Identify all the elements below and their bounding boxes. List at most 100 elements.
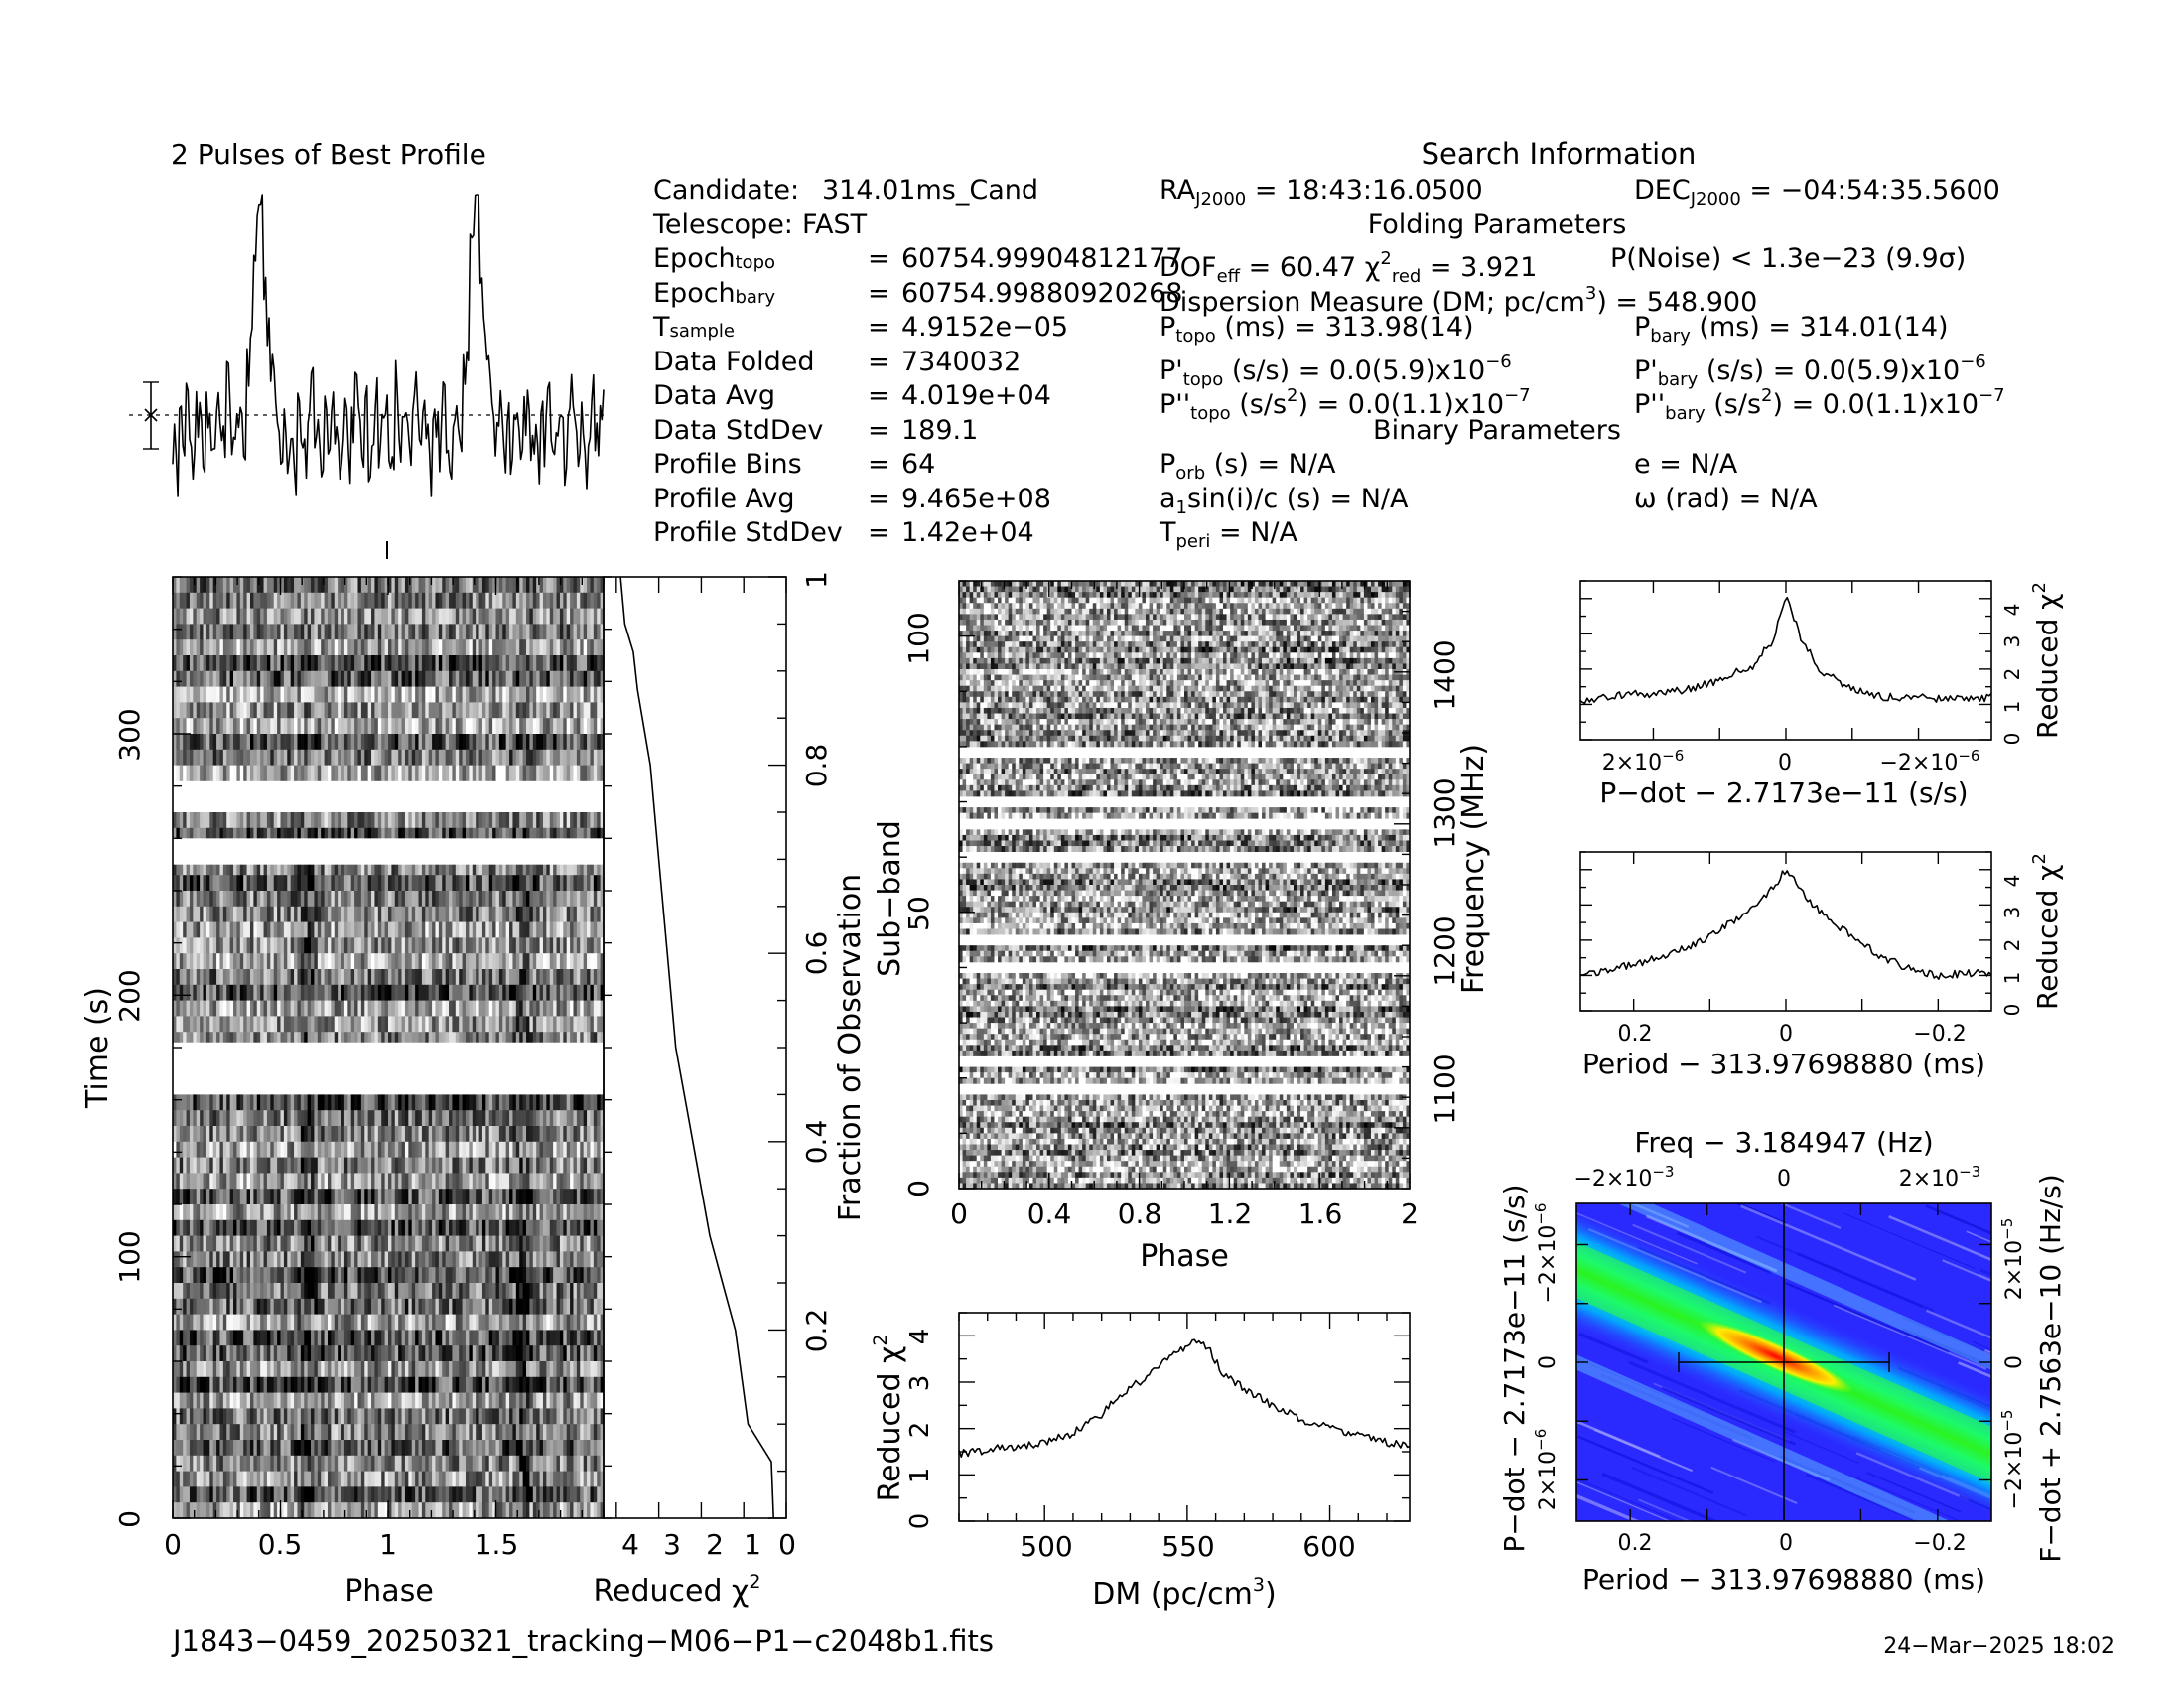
pdot-left-tick-0: 0 [1536, 1355, 1561, 1369]
fraction-tick-0.6: 0.6 [800, 931, 833, 976]
info-left-value: 314.01ms_Cand [822, 174, 1038, 209]
fraction-tick-0.8: 0.8 [800, 744, 833, 788]
phase-tick-0: 0 [164, 1528, 182, 1561]
profile-title: 2 Pulses of Best Profile [171, 138, 486, 171]
dm-chi-tick-1: 1 [905, 1468, 935, 1484]
pdot-left-axis-label: P−dot − 2.7173e−11 (s/s) [1498, 1184, 1531, 1552]
chi-small-label-b: Reduced χ2 [2029, 853, 2064, 1010]
period-chi-panel: 0.2 0 −0.2 Period − 313.97698880 (ms) 0 … [1580, 852, 2064, 1080]
phase-axis-label-left: Phase [344, 1574, 434, 1609]
period-small-tick-0: 0 [1779, 1022, 1793, 1047]
dm-tick-500: 500 [1020, 1530, 1072, 1563]
pdot-small-axis-label: P−dot − 2.7173e−11 (s/s) [1599, 776, 1968, 809]
chi-bottom-tick-4: 4 [621, 1528, 639, 1561]
phase-tick-0.5: 0.5 [258, 1528, 303, 1561]
phase-tick-1: 1 [379, 1528, 397, 1561]
chi-small-tick-2-b: 2 [2000, 939, 2024, 952]
phase-mid-tick-0.8: 0.8 [1118, 1197, 1162, 1230]
info-left-value: 9.465e+08 [901, 483, 1051, 517]
fdot-axis-label: F−dot + 2.7563e−10 (Hz/s) [2034, 1174, 2067, 1563]
chi-bottom-tick-0: 0 [778, 1528, 796, 1561]
subband-phase-image [959, 581, 1410, 1189]
chi-bottom-tick-1: 1 [744, 1528, 761, 1561]
freq-axis-label: Freq − 3.184947 (Hz) [1634, 1126, 1933, 1159]
frequency-tick-1100: 1100 [1429, 1054, 1461, 1124]
subband-phase-panel: 0 50 100 Sub−band 1100 1200 1300 1400 Fr… [873, 581, 1491, 1274]
fraction-axis-label: Fraction of Observation [833, 874, 868, 1221]
subband-axis-label: Sub−band [873, 820, 907, 977]
fdot-tick-0: 0 [2002, 1355, 2027, 1369]
omega-value: ω (rad) = N/A [1634, 483, 1818, 517]
info-left-row: Profile StdDev = 1.42e+04 [653, 516, 1130, 551]
info-left-value: 60754.99904812177 [901, 242, 1182, 277]
info-left-row: Epoch bary = 60754.99880920268 [653, 277, 1130, 312]
fraction-tick-0.4: 0.4 [800, 1120, 833, 1165]
dm-tick-550: 550 [1161, 1530, 1214, 1563]
time-phase-image [173, 577, 604, 1518]
ptopo-value: (ms) = 313.98(14) [1224, 312, 1473, 343]
time-phase-panel: 0 100 200 300 Time (s) 0 0.5 1 1.5 Phase [80, 577, 604, 1609]
info-left-row: Profile Avg = 9.465e+08 [653, 483, 1130, 517]
time-tick-0: 0 [113, 1510, 146, 1528]
pbary-value: (ms) = 314.01(14) [1699, 312, 1948, 343]
tperi-value: = N/A [1219, 517, 1297, 548]
chi-small-tick-1-a: 1 [2000, 701, 2024, 714]
subband-tick-0: 0 [902, 1180, 935, 1197]
fraction-chi-panel: 4 3 2 1 0 Reduced χ2 0.2 0.4 0.6 0.8 1 F… [594, 571, 868, 1609]
phase-mid-tick-0.4: 0.4 [1027, 1197, 1072, 1230]
info-left-row: Candidate: 314.01ms_Cand [653, 174, 1130, 209]
chi-small-tick-3-b: 3 [2000, 907, 2024, 919]
fdot-tick-pos: 2×10−5 [1998, 1218, 2027, 1301]
period-small-axis-label: Period − 313.97698880 (ms) [1582, 1048, 1985, 1080]
plot-date: 24−Mar−2025 18:02 [1883, 1634, 2115, 1659]
pdot-chi-line [1580, 598, 1991, 704]
pdot-small-tick-neg: −2×10−6 [1880, 747, 1980, 775]
info-left-value: 1.42e+04 [901, 516, 1034, 551]
period-heatmap-axis-label: Period − 313.97698880 (ms) [1582, 1563, 1985, 1596]
time-axis-label: Time (s) [80, 987, 115, 1109]
chi-bottom-tick-2: 2 [706, 1528, 724, 1561]
dm-chi-tick-0: 0 [905, 1513, 935, 1530]
info-left-value: 4.019e+04 [901, 379, 1051, 414]
info-right-block: RAJ2000 = 18:43:16.0500 DECJ2000 = −04:5… [1160, 174, 2152, 551]
info-left-value: 189.1 [901, 414, 978, 449]
period-small-tick-0.2: 0.2 [1618, 1022, 1653, 1047]
freq-tick-pos: 2×10−3 [1899, 1163, 1981, 1192]
dm-axis-label: DM (pc/cm3) [1092, 1574, 1276, 1612]
a1sini-value: sin(i)/c (s) = N/A [1187, 484, 1408, 514]
folding-title: Folding Parameters [1160, 209, 1835, 243]
chi-small-tick-1-b: 1 [2000, 972, 2024, 985]
info-left-value: 64 [901, 448, 935, 483]
info-left-row: Data StdDev = 189.1 [653, 414, 1130, 449]
pdot-chi-panel: 2×10−6 0 −2×10−6 P−dot − 2.7173e−11 (s/s… [1580, 581, 2064, 809]
frequency-axis-label: Frequency (MHz) [1456, 744, 1491, 994]
time-tick-100: 100 [113, 1230, 146, 1283]
pdot-left-tick-neg: −2×10−6 [1532, 1203, 1561, 1304]
time-tick-300: 300 [113, 708, 146, 761]
dm-chi-tick-3: 3 [905, 1375, 935, 1392]
freq-tick-0: 0 [1777, 1167, 1791, 1192]
subband-tick-100: 100 [902, 612, 935, 664]
dm-chi-tick-4: 4 [905, 1329, 935, 1345]
info-left-value: FAST [802, 209, 867, 243]
phase-tick-1.5: 1.5 [475, 1528, 519, 1561]
phase-axis-label-mid: Phase [1140, 1239, 1229, 1274]
chi-bottom-label: Reduced χ2 [594, 1571, 761, 1609]
dm-chi-axis-label: Reduced χ2 [870, 1335, 907, 1502]
fraction-tick-1: 1 [800, 571, 833, 589]
info-left-row: Data Avg = 4.019e+04 [653, 379, 1130, 414]
freq-tick-neg: −2×10−3 [1574, 1163, 1675, 1192]
info-left-block: Candidate: 314.01ms_Cand Telescope: FAST Epo… [653, 174, 1130, 551]
info-left-row: Profile Bins = 64 [653, 448, 1130, 483]
phase-mid-tick-2: 2 [1401, 1197, 1419, 1230]
pdot-left-tick-pos: 2×10−6 [1532, 1429, 1561, 1511]
info-left-row: Telescope: FAST [653, 209, 1130, 243]
info-left-value: 7340032 [901, 346, 1021, 380]
chi-small-tick-0-b: 0 [2000, 1004, 2024, 1017]
phase-mid-tick-1.2: 1.2 [1208, 1197, 1253, 1230]
dm-chi-tick-2: 2 [905, 1422, 935, 1439]
chi-small-tick-3-a: 3 [2000, 635, 2024, 648]
info-left-row: Epoch topo = 60754.99904812177 [653, 242, 1130, 277]
binary-title: Binary Parameters [1160, 414, 1835, 449]
chi-small-label-a: Reduced χ2 [2029, 582, 2064, 739]
